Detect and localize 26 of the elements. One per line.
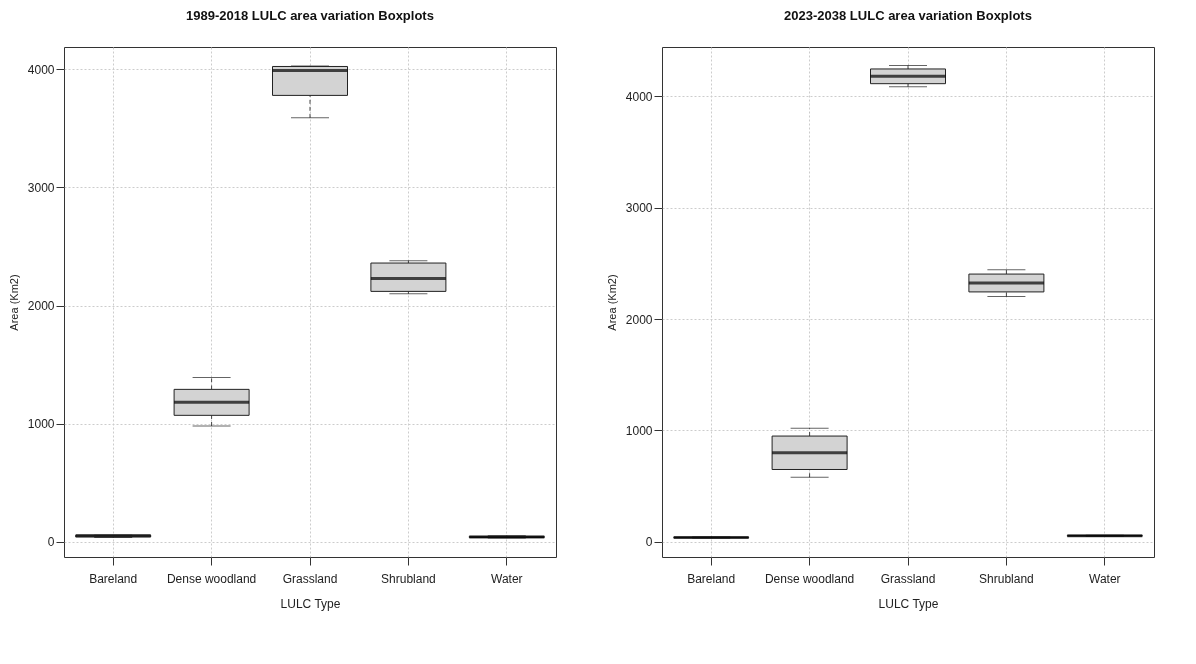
x-tick-label: Shrubland [979, 571, 1034, 586]
y-axis-title: Area (Km2) [605, 274, 618, 331]
y-tick-label: 3000 [27, 180, 55, 195]
chart-title: 1989-2018 LULC area variation Boxplots [186, 8, 434, 23]
y-tick-label: 1000 [27, 417, 55, 432]
y-tick-label: 1000 [625, 423, 653, 438]
x-tick-label: Dense woodland [166, 571, 257, 586]
y-axis-title: Area (Km2) [7, 274, 20, 331]
y-tick-label: 2000 [27, 299, 55, 314]
y-tick-label: 0 [47, 535, 55, 550]
x-axis-title: LULC Type [280, 596, 341, 611]
x-tick-label: Water [1089, 571, 1121, 586]
x-axis-title: LULC Type [878, 596, 939, 611]
chart-title: 2023-2038 LULC area variation Boxplots [784, 8, 1032, 23]
y-tick-label: 4000 [625, 89, 653, 104]
x-tick-label: Bareland [89, 571, 138, 586]
y-tick-label: 3000 [625, 201, 653, 216]
x-tick-label: Grassland [880, 571, 936, 586]
x-tick-label: Water [491, 571, 523, 586]
y-tick-label: 0 [645, 535, 653, 550]
x-tick-label: Shrubland [381, 571, 436, 586]
y-tick-label: 4000 [27, 62, 55, 77]
x-tick-label: Bareland [687, 571, 736, 586]
x-tick-label: Grassland [282, 571, 338, 586]
y-tick-label: 2000 [625, 312, 653, 327]
x-tick-label: Dense woodland [764, 571, 855, 586]
